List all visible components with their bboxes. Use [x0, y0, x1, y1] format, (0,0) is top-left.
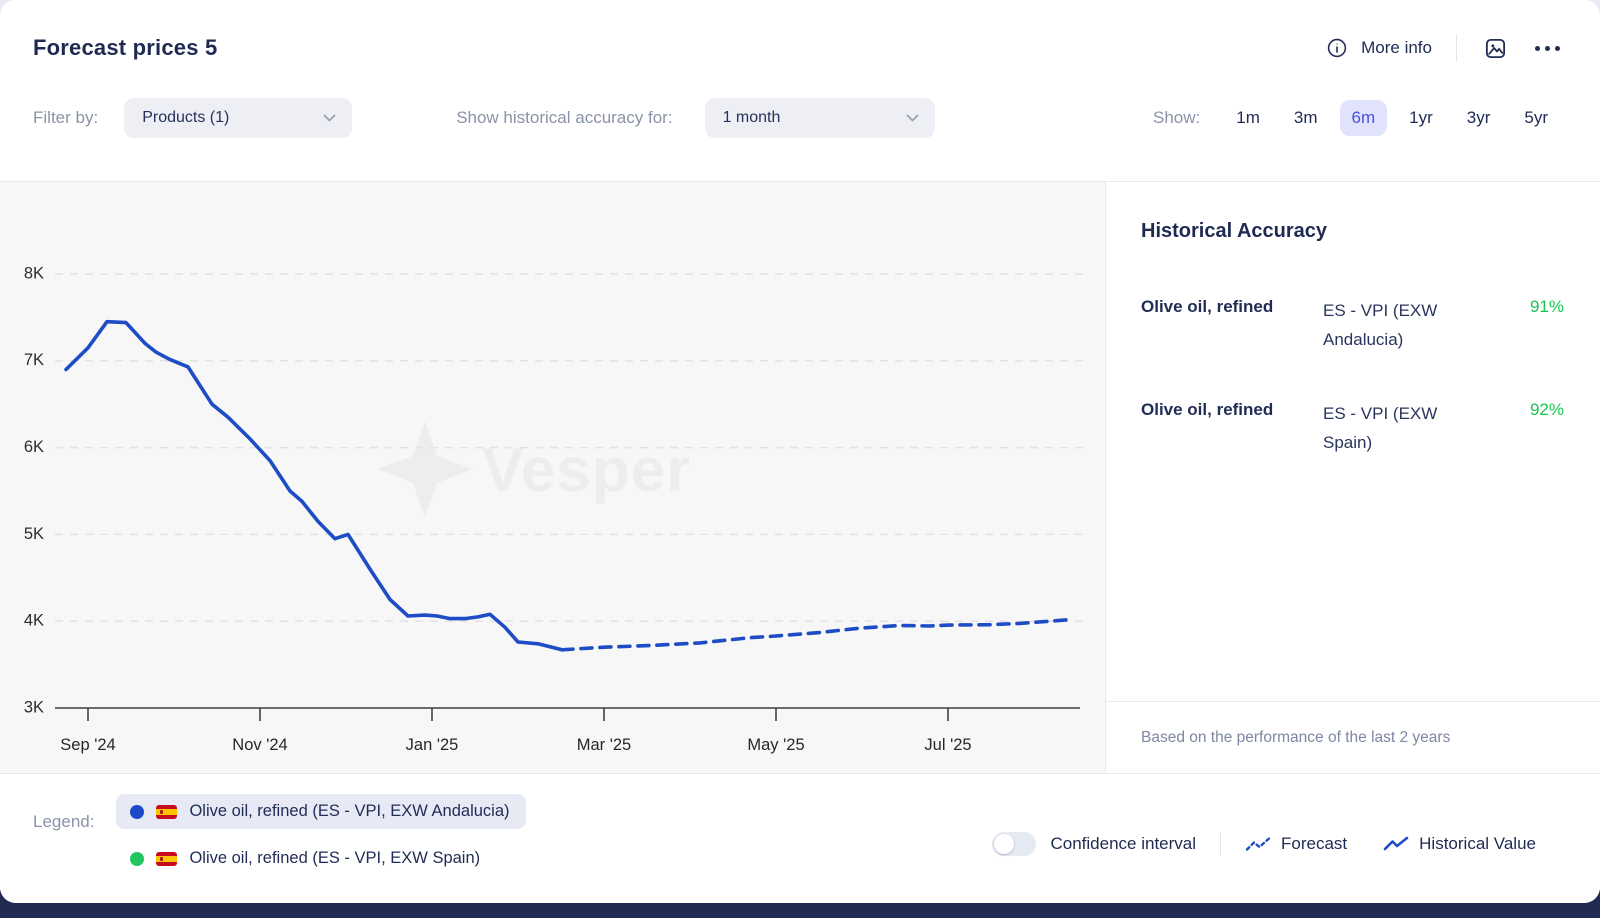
svg-text:Jan '25: Jan '25 — [406, 736, 459, 754]
filter-by-label: Filter by: — [33, 108, 99, 127]
legend-label: Legend: — [33, 812, 95, 831]
range-6m[interactable]: 6m — [1339, 100, 1388, 136]
svg-text:Sep '24: Sep '24 — [60, 736, 115, 754]
info-icon — [1323, 34, 1351, 62]
accuracy-row: Olive oil, refined ES - VPI (EXW Spain) … — [1141, 400, 1564, 457]
series-color-dot — [130, 851, 145, 866]
accuracy-period-value: 1 month — [722, 109, 781, 126]
svg-text:8K: 8K — [24, 264, 44, 282]
legend-item-spain[interactable]: Olive oil, refined (ES - VPI, EXW Spain) — [116, 841, 525, 876]
svg-text:Vesper: Vesper — [482, 436, 691, 505]
svg-text:6K: 6K — [24, 438, 44, 456]
range-3m[interactable]: 3m — [1282, 100, 1330, 136]
accuracy-period-dropdown[interactable]: 1 month — [704, 98, 935, 138]
accuracy-spec: ES - VPI (EXW Spain) — [1323, 404, 1438, 452]
accuracy-spec: ES - VPI (EXW Andalucia) — [1323, 301, 1438, 349]
range-1yr[interactable]: 1yr — [1397, 100, 1445, 136]
historical-accuracy-panel: Historical Accuracy Olive oil, refined E… — [1105, 182, 1600, 773]
historical-key-label: Historical Value — [1419, 834, 1536, 853]
spain-flag-icon — [156, 804, 178, 819]
price-chart[interactable]: Vesper 8K 7K 6K 5K 4K 3K Sep '24 Nov '24 Jan '25 M… — [0, 182, 1105, 773]
page-title: Forecast prices 5 — [33, 35, 218, 60]
forecast-line-chart[interactable]: Vesper 8K 7K 6K 5K 4K 3K Sep '24 Nov '24 Jan '25 M… — [0, 182, 1104, 773]
range-5yr[interactable]: 5yr — [1512, 100, 1560, 136]
legend-item-andalucia[interactable]: Olive oil, refined (ES - VPI, EXW Andalu… — [116, 794, 526, 829]
series-color-dot — [130, 804, 145, 819]
header-divider — [1456, 34, 1457, 62]
legend-item-label: Olive oil, refined (ES - VPI, EXW Andalu… — [189, 802, 510, 820]
more-info-button[interactable]: More info — [1323, 34, 1432, 62]
accuracy-footnote: Based on the performance of the last 2 y… — [1141, 728, 1451, 746]
svg-text:3K: 3K — [24, 698, 44, 716]
accuracy-for-label: Show historical accuracy for: — [456, 108, 673, 127]
legend-divider — [1220, 832, 1222, 856]
accuracy-percentage: 91% — [1529, 297, 1564, 316]
confidence-interval-toggle[interactable] — [992, 832, 1037, 856]
series-dashed — [560, 617, 1074, 652]
widget-header: Forecast prices 5 More info — [0, 0, 1600, 182]
export-image-button[interactable] — [1481, 34, 1509, 62]
more-info-label: More info — [1361, 38, 1432, 57]
legend-item-label: Olive oil, refined (ES - VPI, EXW Spain) — [189, 849, 481, 867]
forecast-dashed-line-icon — [1245, 835, 1271, 853]
forecast-key-label: Forecast — [1281, 834, 1348, 853]
svg-text:Jul '25: Jul '25 — [924, 736, 971, 754]
chevron-down-icon — [323, 114, 336, 122]
panel-title: Historical Accuracy — [1141, 220, 1328, 242]
accuracy-percentage: 92% — [1529, 400, 1564, 420]
chevron-down-icon — [906, 114, 919, 122]
historical-solid-line-icon — [1383, 835, 1409, 853]
svg-text:Mar '25: Mar '25 — [577, 736, 632, 754]
series-solid — [64, 319, 564, 652]
svg-text:5K: 5K — [24, 525, 44, 543]
range-3yr[interactable]: 3yr — [1455, 100, 1503, 136]
spain-flag-icon — [156, 851, 178, 866]
range-selector: Show: 1m 3m 6m 1yr 3yr 5yr — [1153, 100, 1560, 136]
more-options-button[interactable] — [1535, 45, 1560, 51]
accuracy-row: Olive oil, refined ES - VPI (EXW Andaluc… — [1141, 297, 1564, 354]
svg-text:May '25: May '25 — [747, 736, 804, 754]
confidence-interval-label: Confidence interval — [1050, 834, 1197, 853]
svg-text:Nov '24: Nov '24 — [232, 736, 287, 754]
products-dropdown-value: Products (1) — [142, 109, 230, 126]
accuracy-product: Olive oil, refined — [1141, 400, 1274, 420]
svg-text:7K: 7K — [24, 351, 44, 369]
range-1m[interactable]: 1m — [1224, 100, 1272, 136]
show-label: Show: — [1153, 108, 1201, 127]
accuracy-product: Olive oil, refined — [1141, 297, 1274, 316]
svg-text:4K: 4K — [24, 612, 44, 630]
products-dropdown[interactable]: Products (1) — [124, 98, 353, 138]
